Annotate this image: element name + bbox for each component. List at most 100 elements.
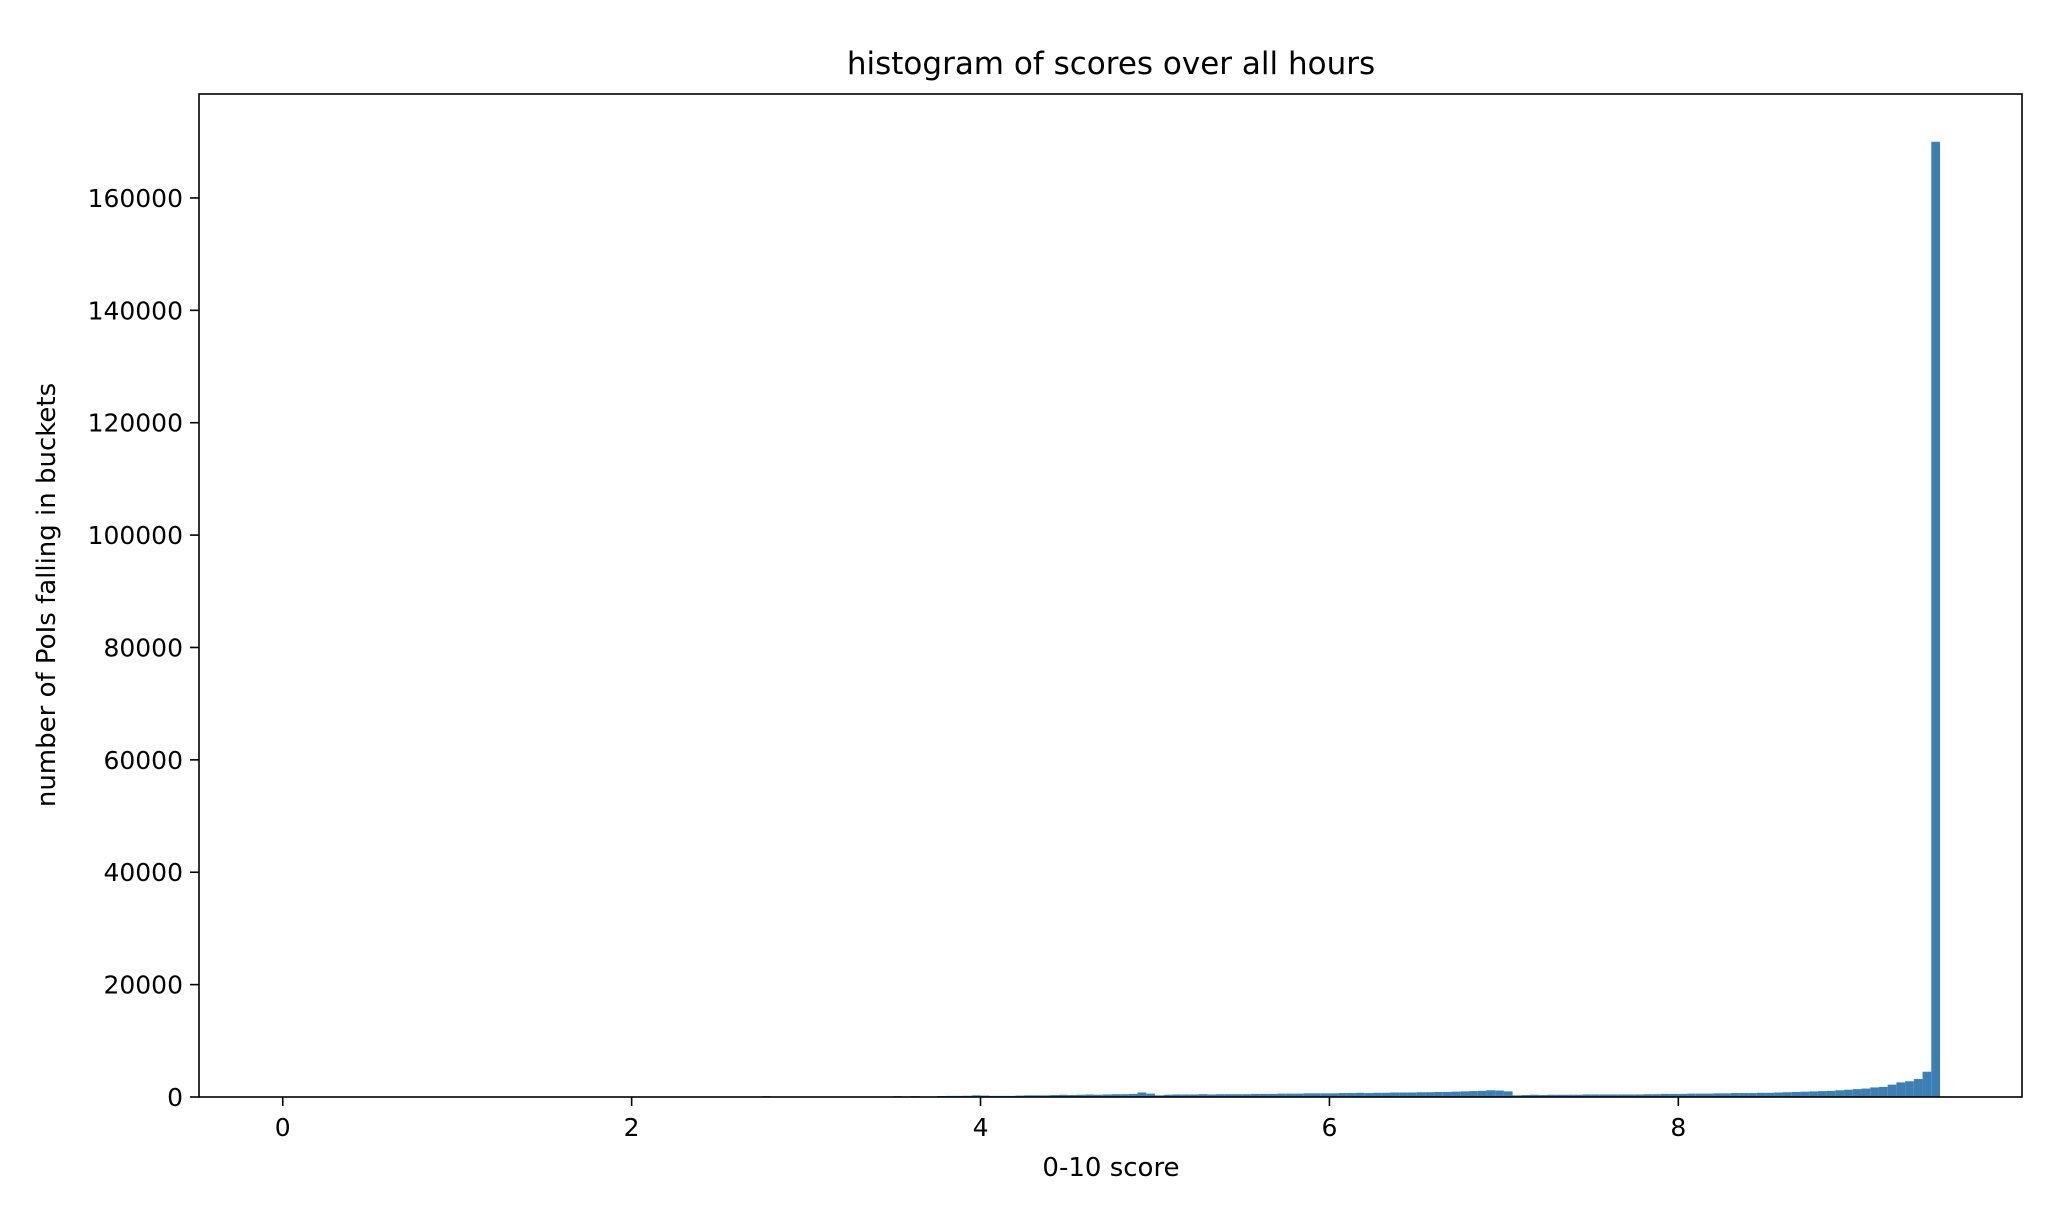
histogram-bar — [1434, 1091, 1443, 1097]
histogram-bar — [1817, 1091, 1827, 1097]
histogram-bar — [1538, 1095, 1548, 1097]
histogram-bar — [1224, 1094, 1234, 1097]
y-tick-label: 100000 — [88, 521, 183, 550]
y-tick-label: 40000 — [103, 858, 183, 887]
histogram-bar — [1887, 1084, 1897, 1097]
histogram-bar — [1660, 1093, 1670, 1097]
histogram-bar — [1329, 1093, 1339, 1097]
histogram-bar — [1259, 1093, 1269, 1097]
histogram-bar — [1495, 1090, 1504, 1097]
histogram-bar — [1547, 1094, 1557, 1097]
y-tick-label: 0 — [167, 1083, 183, 1112]
histogram-bar — [1093, 1094, 1103, 1097]
histogram-bar — [1146, 1093, 1155, 1097]
histogram-bar — [1120, 1094, 1129, 1097]
histogram-bar — [1390, 1092, 1400, 1097]
histogram-bar — [1486, 1090, 1496, 1097]
histogram-bar — [1835, 1090, 1845, 1097]
histogram-bar — [1791, 1091, 1801, 1097]
histogram-bar — [1713, 1093, 1722, 1097]
y-axis-label: number of PoIs falling in buckets — [32, 383, 62, 807]
histogram-bar — [1032, 1095, 1042, 1097]
histogram-bar — [1826, 1090, 1836, 1097]
histogram-bar — [1277, 1093, 1286, 1097]
histogram-bar — [1582, 1094, 1592, 1097]
histogram-bar — [971, 1095, 981, 1097]
histogram-bar — [1050, 1095, 1060, 1097]
histogram-bar — [1303, 1093, 1312, 1097]
histogram-bar — [1381, 1092, 1391, 1097]
histogram-bar — [1189, 1094, 1199, 1097]
histogram-bar — [1556, 1094, 1565, 1097]
histogram-bar — [1399, 1092, 1408, 1097]
histogram-bar — [1748, 1093, 1757, 1097]
histogram-bar — [1076, 1094, 1086, 1097]
histogram-bar — [1416, 1092, 1426, 1097]
histogram-bar — [1530, 1094, 1539, 1097]
histogram-bar — [1678, 1093, 1688, 1097]
histogram-bar — [1617, 1094, 1626, 1097]
histogram-bar — [1346, 1093, 1356, 1097]
histogram-bar — [1739, 1093, 1749, 1097]
histogram-bar — [1861, 1088, 1871, 1097]
histogram-bar — [1041, 1095, 1051, 1097]
histogram-bar — [1085, 1094, 1094, 1097]
histogram-bar — [1250, 1093, 1260, 1097]
histogram-bar — [1809, 1091, 1818, 1097]
histogram-bar — [1783, 1092, 1792, 1097]
histogram-bar — [1373, 1092, 1382, 1097]
histogram-bar — [1320, 1093, 1330, 1097]
x-axis-label: 0-10 score — [1042, 1153, 1179, 1183]
histogram-bar — [1067, 1095, 1077, 1097]
histogram-bar — [1111, 1094, 1121, 1097]
x-axis-ticks: 0 2 4 6 8 — [275, 1097, 1686, 1142]
histogram-bar — [1695, 1093, 1705, 1097]
y-tick-label: 160000 — [88, 184, 183, 213]
histogram-bar — [1154, 1095, 1164, 1097]
histogram-bar — [1216, 1094, 1225, 1097]
histogram-bar — [1765, 1092, 1775, 1097]
y-tick-label: 120000 — [88, 409, 183, 438]
histogram-bar — [1573, 1094, 1583, 1097]
histogram-bar — [1407, 1092, 1417, 1097]
histogram-bar — [1905, 1081, 1914, 1097]
x-tick-label: 0 — [275, 1113, 291, 1142]
histogram-bar — [1521, 1095, 1531, 1097]
histogram-bar — [1564, 1094, 1574, 1097]
histogram-bar — [1634, 1094, 1644, 1097]
histogram-bar — [1468, 1091, 1478, 1097]
histogram-bar — [1756, 1092, 1766, 1097]
x-tick-label: 6 — [1321, 1113, 1337, 1142]
histogram-bar — [1591, 1094, 1600, 1097]
histogram-bar — [1181, 1094, 1190, 1097]
y-tick-label: 140000 — [88, 296, 183, 325]
histogram-bar — [1704, 1093, 1714, 1097]
histogram-bar — [1503, 1091, 1513, 1097]
histogram-bar — [1102, 1094, 1112, 1097]
histogram-bar — [1128, 1093, 1138, 1097]
histogram-bar — [1207, 1094, 1217, 1097]
x-tick-label: 2 — [624, 1113, 640, 1142]
plot-frame — [198, 93, 2023, 1098]
histogram-bar — [1137, 1092, 1147, 1097]
histogram-bar — [1163, 1094, 1173, 1097]
histogram-bar — [1721, 1093, 1731, 1097]
histogram-bar — [1460, 1091, 1469, 1097]
histogram-bar — [1198, 1094, 1208, 1097]
histogram-bar — [1669, 1093, 1679, 1097]
histogram-bar — [1878, 1086, 1888, 1097]
histogram-bar — [1599, 1094, 1609, 1097]
y-tick-label: 20000 — [103, 971, 183, 1000]
histogram-bar — [1896, 1082, 1906, 1097]
y-tick-label: 60000 — [103, 746, 183, 775]
histogram-bar — [1730, 1093, 1740, 1097]
histogram-bar — [1233, 1094, 1243, 1097]
histogram-bar — [1800, 1091, 1810, 1097]
histogram-bar — [1059, 1094, 1068, 1097]
histogram-bar — [1451, 1091, 1461, 1097]
histogram-bar — [1242, 1094, 1251, 1097]
histogram-bar — [1311, 1093, 1321, 1097]
x-tick-label: 8 — [1670, 1113, 1686, 1142]
